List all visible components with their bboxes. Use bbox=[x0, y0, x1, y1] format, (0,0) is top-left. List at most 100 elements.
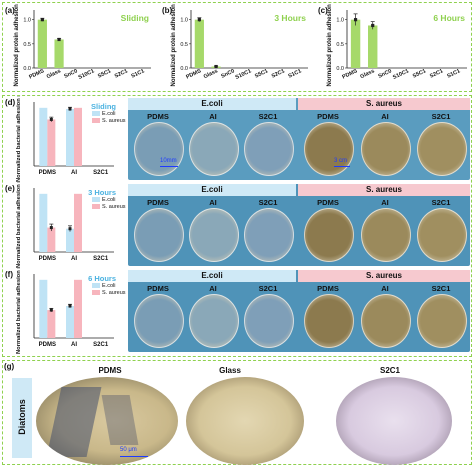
legend-label: S. aureus bbox=[102, 204, 126, 210]
ytick-label: 0.5 bbox=[23, 42, 31, 48]
xtick-label: S2C1 bbox=[429, 68, 444, 79]
xtick-label: S2C1 bbox=[271, 68, 286, 79]
bar bbox=[368, 25, 378, 68]
scale-bar-right bbox=[334, 166, 350, 167]
y-axis-label-c: Normalized protein adhesion rate bbox=[327, 4, 333, 87]
mean-marker bbox=[197, 18, 201, 22]
dish-label: S2C1 bbox=[258, 112, 278, 121]
xtick-label: S5C1 bbox=[254, 68, 269, 79]
petri-dish bbox=[134, 208, 184, 262]
petri-dish bbox=[361, 122, 411, 176]
legend-swatch bbox=[92, 290, 100, 295]
dish-label: PDMS bbox=[317, 284, 339, 293]
legend-swatch bbox=[92, 283, 100, 288]
panel-label-c: (c) bbox=[318, 6, 328, 15]
bar-ecoli bbox=[39, 193, 48, 252]
bar bbox=[37, 19, 47, 68]
chart-d: (d) Normalized bacterial adhesion rate PDM… bbox=[5, 96, 126, 182]
xtick-label: S2C1 bbox=[114, 68, 129, 79]
panel-label-d: (d) bbox=[5, 98, 16, 107]
mean-marker bbox=[68, 107, 72, 111]
xtick-label: S2C1 bbox=[93, 256, 109, 262]
chart-title-d: Sliding bbox=[91, 102, 116, 111]
mean-marker bbox=[68, 304, 72, 308]
mean-marker bbox=[214, 64, 218, 69]
bar-saureus bbox=[74, 279, 82, 338]
mean-marker bbox=[353, 18, 358, 22]
xtick-label: SnC0 bbox=[220, 68, 235, 79]
panel-label-f: (f) bbox=[5, 270, 13, 279]
petri-dish bbox=[244, 294, 294, 348]
xtick-label: S2C1 bbox=[93, 170, 109, 176]
dish-label: AI bbox=[381, 198, 389, 207]
dish-label: PDMS bbox=[147, 284, 169, 293]
micro-label-s2c1: S2C1 bbox=[379, 366, 400, 375]
dish-label: AI bbox=[209, 198, 217, 207]
petri-dish bbox=[361, 294, 411, 348]
ytick-label: 1.0 bbox=[336, 18, 344, 24]
petri-dish bbox=[361, 208, 411, 262]
micro-image-glass bbox=[186, 377, 304, 465]
micro-image-pdms bbox=[36, 377, 178, 465]
petri-dish bbox=[244, 208, 294, 262]
petri-strip bbox=[128, 98, 470, 180]
xtick-label: S10C1 bbox=[78, 68, 96, 81]
legend-label: E.coli bbox=[102, 111, 115, 117]
legend-swatch bbox=[92, 204, 100, 209]
ecoli-header: E.coli bbox=[128, 98, 296, 110]
bar-ecoli bbox=[39, 107, 48, 166]
dish-label: AI bbox=[381, 284, 389, 293]
ytick-label: 0.5 bbox=[336, 42, 344, 48]
xtick-label: PDMS bbox=[39, 256, 56, 262]
dish-label: S2C1 bbox=[431, 284, 451, 293]
xtick-label: S10C1 bbox=[235, 68, 253, 81]
mean-marker bbox=[68, 227, 72, 231]
xtick-label: S1C1 bbox=[446, 68, 461, 79]
scale-bar-left bbox=[160, 166, 178, 167]
xtick-label: AI bbox=[71, 170, 77, 176]
y-axis-label-d: Normalized bacterial adhesion rate bbox=[16, 96, 22, 182]
y-axis-label-e: Normalized bacterial adhesion rate bbox=[16, 182, 22, 268]
mean-marker bbox=[49, 226, 53, 230]
scale-label-left: 10mm bbox=[160, 158, 177, 164]
bacteria-section-frame bbox=[2, 95, 472, 357]
chart-title-f: 6 Hours bbox=[88, 274, 116, 283]
petri-dish bbox=[417, 208, 467, 262]
bar-saureus bbox=[74, 193, 82, 252]
diatom-row-label: Diatoms bbox=[17, 399, 27, 435]
ytick-label: 0.0 bbox=[180, 66, 188, 72]
dish-label: S2C1 bbox=[258, 198, 278, 207]
chart-title-c: 6 Hours bbox=[433, 13, 465, 23]
dish-label: AI bbox=[381, 112, 389, 121]
chart-title-a: Sliding bbox=[121, 13, 149, 23]
diatom-row-label-box: Diatoms bbox=[12, 378, 32, 458]
ytick-label: 1.0 bbox=[180, 18, 188, 24]
dish-label: S2C1 bbox=[431, 198, 451, 207]
micro-label-pdms: PDMS bbox=[98, 366, 122, 375]
micro-label-glass: Glass bbox=[219, 366, 241, 375]
xtick-label: S10C1 bbox=[392, 68, 410, 81]
chart-e: (e) Normalized bacterial adhesion rate PDM… bbox=[5, 182, 126, 268]
scale-label-right: 3 cm bbox=[334, 158, 348, 164]
dish-label: AI bbox=[209, 284, 217, 293]
petri-dish bbox=[189, 122, 239, 176]
dish-label: PDMS bbox=[147, 112, 169, 121]
dish-label: S2C1 bbox=[431, 112, 451, 121]
protein-section-frame bbox=[2, 2, 472, 92]
petri-dish bbox=[417, 122, 467, 176]
panel-label-e: (e) bbox=[5, 184, 15, 193]
y-axis-label-b: Normalized protein adhesion rate bbox=[171, 4, 177, 87]
legend-swatch bbox=[92, 197, 100, 202]
dish-label: PDMS bbox=[317, 198, 339, 207]
petri-strip bbox=[128, 270, 470, 352]
petri-dish bbox=[304, 122, 354, 176]
dish-label: AI bbox=[209, 112, 217, 121]
petri-dish bbox=[244, 122, 294, 176]
micro-scale-label: 50 μm bbox=[120, 447, 137, 453]
mean-marker bbox=[40, 18, 44, 22]
ytick-label: 0.0 bbox=[23, 66, 31, 72]
xtick-label: S1C1 bbox=[130, 68, 145, 79]
panel-label-a: (a) bbox=[5, 6, 15, 15]
ecoli-header: E.coli bbox=[128, 184, 296, 196]
